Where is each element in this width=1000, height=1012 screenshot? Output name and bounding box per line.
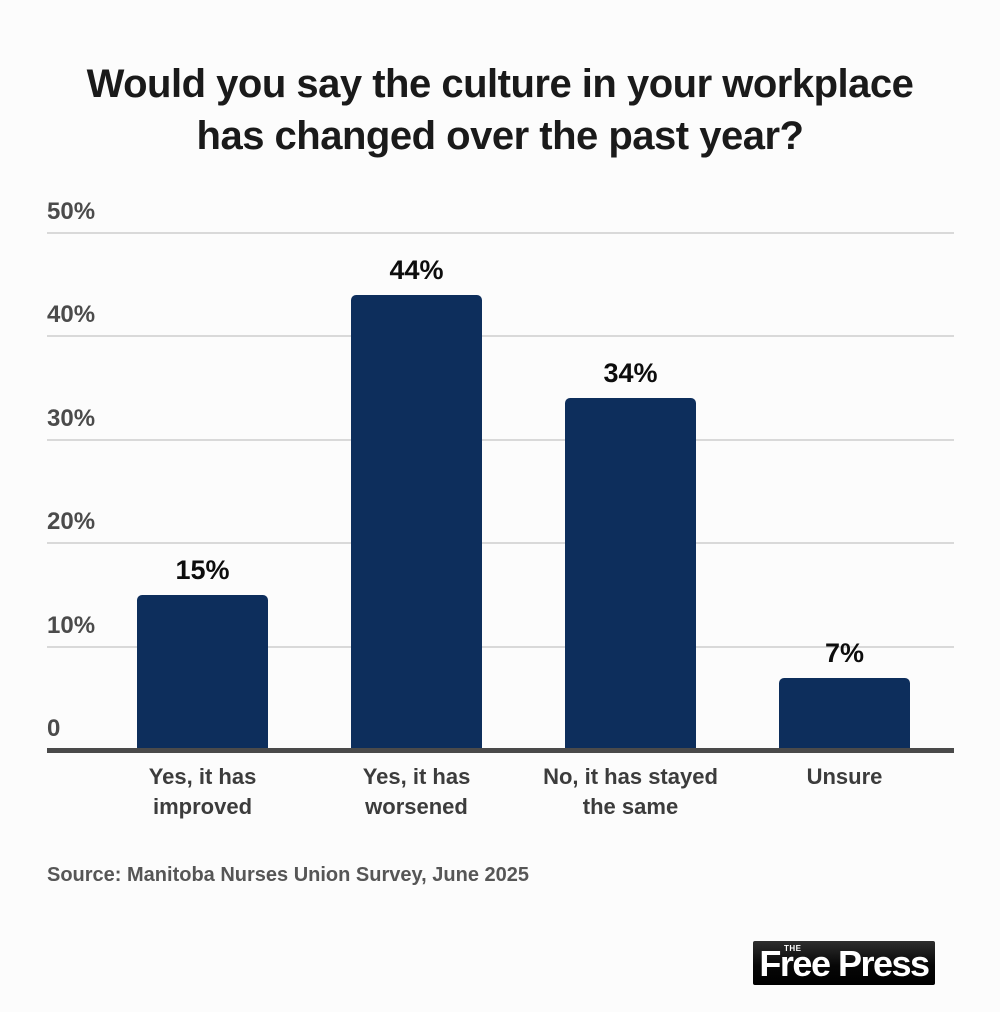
bar — [137, 594, 268, 750]
freepress-logo-the-text: THE — [784, 944, 802, 953]
y-tick-label: 30% — [47, 404, 96, 432]
y-tick-label: 20% — [47, 508, 96, 536]
x-axis-line — [47, 748, 954, 753]
bar-value-label: 15% — [175, 554, 230, 585]
gridline — [47, 232, 954, 234]
chart-title: Would you say the culture in your workpl… — [0, 58, 1000, 162]
freepress-logo: THE Free Press — [753, 941, 935, 985]
bar-value-label: 44% — [389, 255, 444, 286]
x-tick-label: Yes, it has worsened — [362, 764, 471, 819]
x-tick-label: No, it has stayed the same — [543, 764, 718, 819]
chart-title-line-2: has changed over the past year? — [196, 114, 804, 158]
y-tick-label: 0 — [47, 715, 61, 742]
bar — [779, 677, 910, 750]
gridline — [47, 438, 954, 441]
y-tick-label: 40% — [47, 301, 96, 329]
freepress-logo-name-text: Free Press — [759, 943, 930, 984]
gridline — [47, 542, 954, 545]
x-tick-label: Unsure — [806, 764, 883, 789]
chart-title-line-1: Would you say the culture in your workpl… — [86, 62, 914, 106]
bar — [351, 295, 482, 750]
y-tick-label: 10% — [47, 611, 96, 639]
x-tick-label: Yes, it has improved — [148, 764, 257, 819]
gridline — [47, 645, 954, 648]
gridline — [47, 335, 954, 338]
bar-value-label: 34% — [603, 358, 658, 389]
bar — [565, 398, 696, 750]
y-tick-label: 50% — [47, 198, 96, 225]
source-caption: Source: Manitoba Nurses Union Survey, Ju… — [47, 864, 529, 886]
bar-value-label: 7% — [824, 637, 865, 668]
